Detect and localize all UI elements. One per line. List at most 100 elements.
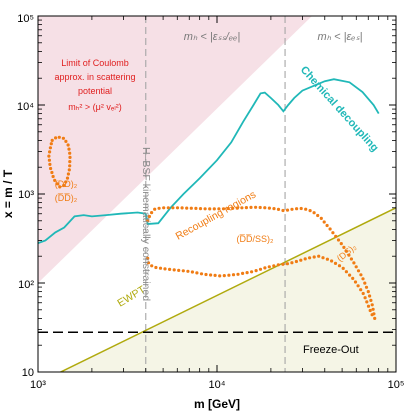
recoupling-dot [299,258,303,262]
recoupling-dot [299,206,303,211]
recoupling-dot [218,274,222,278]
recoupling-dot [190,270,194,274]
recoupling-dot [171,206,175,210]
dd-bound-dot [48,162,52,166]
recoupling-dot [276,263,280,267]
recoupling-dot [177,268,181,272]
recoupling-dot [198,207,203,211]
recoupling-dot [150,211,154,215]
recoupling-dot [359,288,363,292]
recoupling-dot [226,206,230,211]
recoupling-dot [336,238,341,242]
recoupling-dot [189,206,193,210]
dbar-dbar-bound-label: (D̅D̅)₂ [55,193,78,203]
recoupling-dot [321,256,325,260]
dbar-ss-bound-label: (D̅D̅/SS)₂ [237,234,274,244]
x-tick-label: 10⁴ [209,379,226,391]
dd-bound-dot [50,138,54,142]
recoupling-dot [366,304,371,308]
recoupling-dot [158,266,163,270]
recoupling-dot [333,261,338,265]
recoupling-dot [154,265,158,270]
y-tick-label: 10³ [18,189,34,201]
recoupling-dot [359,273,363,277]
dd-bound-dot [66,143,70,147]
recoupling-dot [368,308,372,313]
x-axis-label: m [GeV] [194,397,240,411]
dd-bound-dot [64,139,68,143]
dd-bound-dot [54,136,58,140]
recoupling-dot [285,208,290,212]
recoupling-dot [240,206,244,210]
recoupling-dot [304,207,308,211]
recoupling-dot [331,231,335,235]
freeze-out-label: Freeze-Out [303,344,359,356]
recoupling-dot [290,261,294,265]
recoupling-dot [341,266,345,270]
recoupling-dot [157,206,161,210]
recoupling-dot [175,206,180,210]
hbsf-constraint-label: H–BSF kinematically constrained [140,147,152,301]
recoupling-dot [347,253,351,257]
dd-bound-dot [51,174,55,179]
recoupling-dot [185,206,189,210]
dd-bound-dot [68,160,72,164]
recoupling-dot [258,205,262,210]
y-tick-label: 10² [18,279,34,291]
coulomb-limit-text: approx. in scattering [54,72,135,82]
recoupling-dot [348,273,352,277]
recoupling-dot [285,262,289,266]
dd-bound-dot [61,136,65,140]
recoupling-dot [356,269,361,273]
recoupling-dot [208,207,212,211]
dd-bound-dot [49,142,53,146]
dd-bound-dot [47,158,52,162]
recoupling-dot [153,207,157,211]
recoupling-dot [361,291,365,296]
dd-bound-dot [53,178,57,182]
dd-bound-dot [68,151,72,155]
recoupling-dot [364,285,369,289]
recoupling-dot [330,259,334,263]
recoupling-dot [222,274,226,278]
recoupling-dot [231,273,236,277]
coulomb-limit-text: Limit of Coulomb [61,58,129,68]
dd-bound-dot [58,185,62,189]
recoupling-dot [203,207,207,211]
y-tick-label: 10 [22,367,34,379]
recoupling-dot [172,268,176,272]
recoupling-dot [276,207,281,211]
dd-bound-dot [65,176,70,180]
recoupling-dot [281,262,285,266]
recoupling-dot [308,256,312,260]
recoupling-dot [146,219,150,223]
recoupling-dot [316,213,320,218]
recoupling-dot [281,208,285,213]
coulomb-limit-formula: mₕ² > (μ² vₑₗ²) [68,102,121,112]
recoupling-dot [181,269,185,273]
ewpt-region [38,207,396,372]
recoupling-dot [351,276,355,280]
recoupling-dot [213,273,217,277]
recoupling-dot [356,284,360,288]
dd-bound-dot [64,180,68,184]
recoupling-dot [163,267,167,271]
recoupling-dot [231,206,235,210]
recoupling-dot [370,303,374,307]
region-ss-dd-label: mₕ < |εₛₛ/ₑₑ| [184,31,241,43]
recoupling-dot [212,207,216,211]
recoupling-dot [245,271,249,275]
dd-bound-dot [62,183,66,188]
recoupling-dot [272,264,276,268]
dd-bound-dot [49,166,53,171]
dd-bound-state-dots [47,135,72,189]
recoupling-dot [267,265,271,269]
dd-bound-dot [57,135,61,139]
recoupling-dot [337,264,342,268]
dd-bound-dot [67,147,71,151]
recoupling-dot [366,290,370,294]
dd-bound-dot [48,146,53,150]
recoupling-dot [272,207,276,211]
recoupling-dot [150,264,154,268]
recoupling-dot [147,214,151,219]
